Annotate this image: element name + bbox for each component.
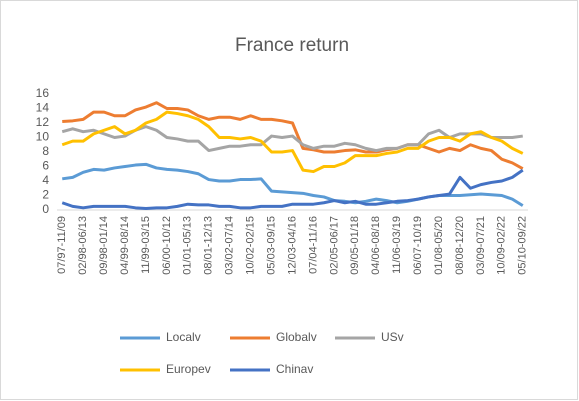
- y-tick-label: 10: [36, 130, 50, 144]
- x-tick-label: 07/04-11/16: [307, 216, 319, 274]
- x-tick-label: 03/02-07/14: [224, 216, 236, 275]
- x-tick-label: 08/01-12/13: [203, 216, 215, 275]
- x-tick-label: 01/08-05/20: [433, 216, 445, 275]
- x-tick-label: 02/05-06/17: [328, 216, 340, 275]
- x-tick-label: 03/09-07/21: [475, 216, 487, 275]
- x-tick-label: 10/09-02/22: [496, 216, 508, 275]
- series-line: [61, 110, 524, 174]
- legend-label: USv: [381, 330, 404, 344]
- x-tick-label: 05/10-09/22: [517, 216, 529, 275]
- x-tick-label: 05/03-09/15: [265, 216, 277, 275]
- x-tick-label: 08/08-12/20: [454, 216, 466, 275]
- x-tick-label: 12/03-04/16: [286, 216, 298, 275]
- x-tick-label: 11/06-03/19: [391, 216, 403, 274]
- legend-label: Chinav: [276, 362, 313, 376]
- series-line: [62, 101, 524, 170]
- x-tick-label: 09/98-01/14: [98, 216, 110, 275]
- x-tick-label: 07/97-11/09: [56, 216, 68, 274]
- x-tick-label: 04/99-08/14: [119, 216, 131, 275]
- x-tick-label: 11/99-03/15: [140, 216, 152, 274]
- y-tick-label: 8: [42, 144, 49, 158]
- y-tick-label: 16: [36, 86, 50, 100]
- y-tick-label: 12: [36, 115, 50, 129]
- x-tick-label: 02/98-06/13: [77, 216, 89, 275]
- y-tick-label: 6: [42, 159, 49, 173]
- x-tick-label: 01/01-05/13: [182, 216, 194, 275]
- x-tick-label: 10/02-02/15: [245, 216, 257, 275]
- y-tick-label: 4: [42, 173, 49, 187]
- y-tick-label: 14: [36, 101, 50, 115]
- legend-label: Globalv: [276, 330, 317, 344]
- x-tick-label: 06/07-10/19: [412, 216, 424, 275]
- chart-title: France return: [235, 35, 349, 56]
- series-line: [61, 168, 524, 211]
- y-tick-label: 0: [42, 202, 49, 216]
- legend-label: Europev: [166, 362, 211, 376]
- x-tick-label: 09/05-01/18: [349, 216, 361, 275]
- legend-label: Localv: [166, 330, 201, 344]
- x-tick-label: 04/06-08/18: [370, 216, 382, 275]
- y-tick-label: 2: [42, 188, 49, 202]
- x-tick-label: 06/00-10/12: [161, 216, 173, 275]
